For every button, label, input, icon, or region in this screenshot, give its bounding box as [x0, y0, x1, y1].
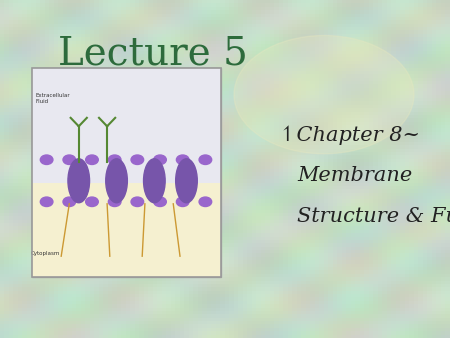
Ellipse shape — [106, 159, 127, 203]
Circle shape — [40, 155, 53, 165]
Text: Cytoplasm: Cytoplasm — [30, 251, 60, 256]
Circle shape — [131, 197, 144, 207]
Circle shape — [131, 155, 144, 165]
Circle shape — [108, 155, 121, 165]
Ellipse shape — [68, 159, 90, 203]
Text: Extracellular
Fluid: Extracellular Fluid — [36, 93, 71, 103]
Text: Lecture 5: Lecture 5 — [58, 35, 248, 73]
Text: Structure & Function: Structure & Function — [297, 207, 450, 226]
Text: ↿Chapter 8~: ↿Chapter 8~ — [279, 125, 420, 145]
FancyBboxPatch shape — [32, 68, 220, 277]
Circle shape — [86, 155, 98, 165]
Circle shape — [40, 197, 53, 207]
FancyBboxPatch shape — [32, 183, 220, 277]
Text: Membrane: Membrane — [297, 166, 412, 185]
Circle shape — [154, 155, 166, 165]
Circle shape — [154, 197, 166, 207]
Ellipse shape — [176, 159, 197, 203]
Circle shape — [108, 197, 121, 207]
Ellipse shape — [234, 35, 414, 154]
Ellipse shape — [144, 159, 165, 203]
Circle shape — [199, 197, 212, 207]
Circle shape — [63, 197, 76, 207]
Circle shape — [176, 197, 189, 207]
Circle shape — [86, 197, 98, 207]
Circle shape — [199, 155, 212, 165]
Circle shape — [63, 155, 76, 165]
Circle shape — [176, 155, 189, 165]
FancyBboxPatch shape — [32, 68, 220, 183]
